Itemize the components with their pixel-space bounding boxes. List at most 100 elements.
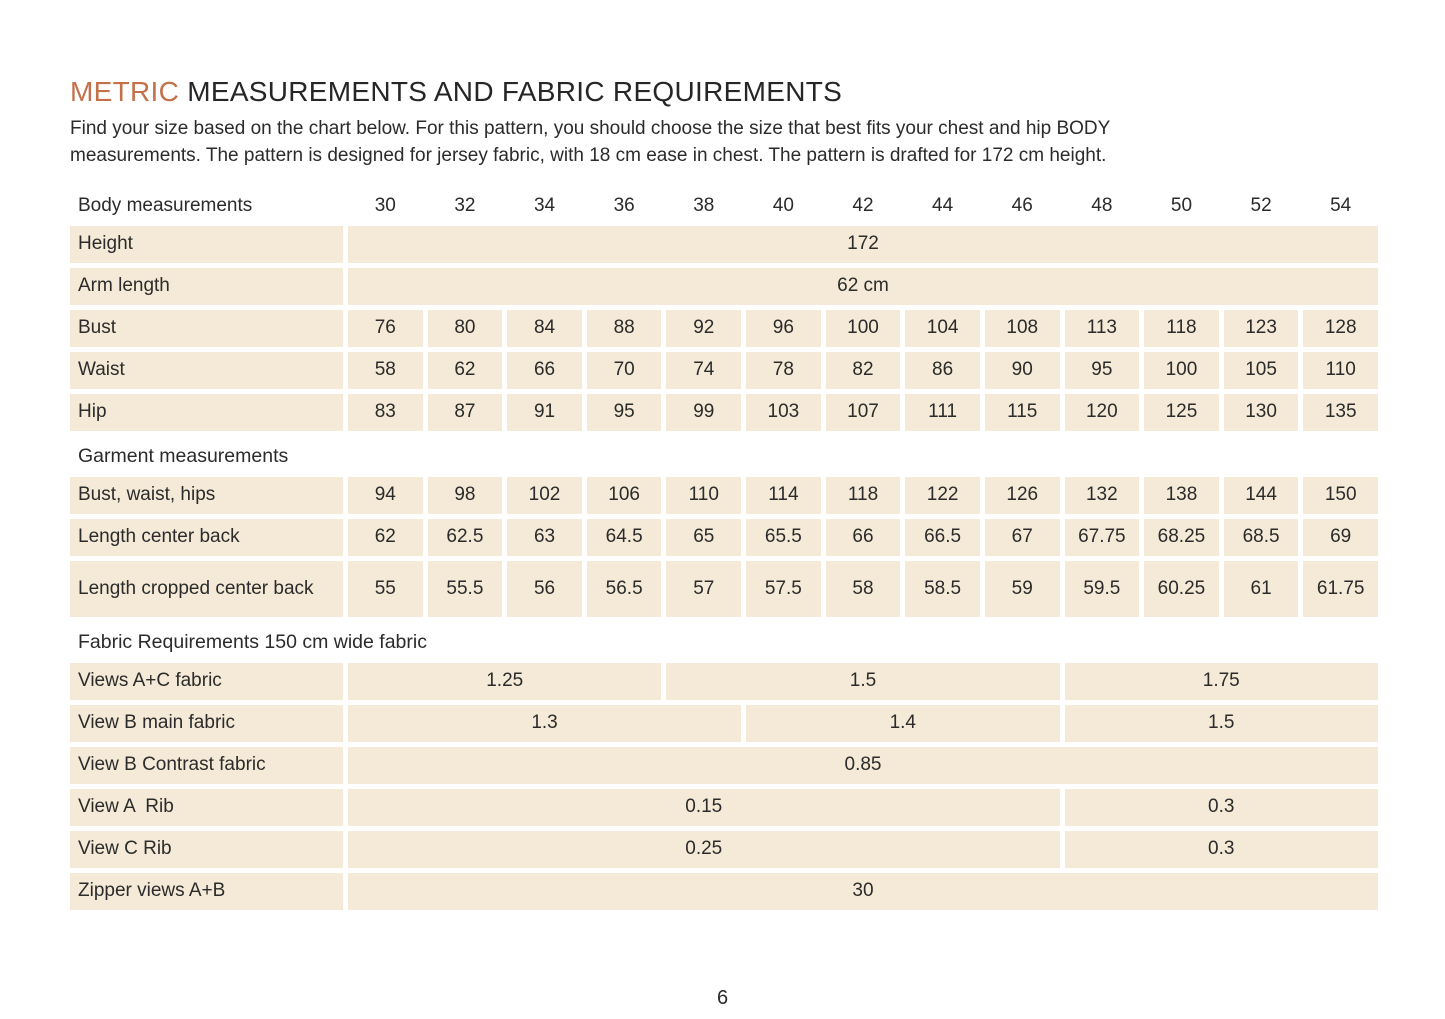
table-cell: 104 (905, 310, 980, 347)
table-cell: 114 (746, 477, 821, 514)
table-cell: 0.25 (348, 831, 1060, 868)
table-cell: 30 (348, 873, 1378, 910)
table-cell: 56 (507, 561, 582, 617)
table-cell: 62.5 (427, 519, 503, 556)
table-cell: 70 (586, 352, 662, 389)
row-label: Bust, waist, hips (70, 477, 343, 514)
table-cell: 107 (825, 394, 901, 431)
table-cell: 118 (1144, 310, 1219, 347)
table-header-row: Body measurements 30 32 34 36 38 40 42 44 46 48 50 5… (70, 191, 1378, 221)
table-row-bust: Bust 76 80 84 88 92 96 100 104 108 113 118 123 128 (70, 310, 1378, 347)
table-cell: 62 (427, 352, 503, 389)
size-column-header: 42 (852, 194, 874, 216)
table-cell: 1.4 (746, 705, 1060, 742)
table-cell: 55.5 (427, 561, 503, 617)
table-cell: 86 (905, 352, 980, 389)
page-title-rest: MEASUREMENTS AND FABRIC REQUIREMENTS (187, 76, 843, 107)
table-cell: 95 (586, 394, 662, 431)
size-column-header: 54 (1330, 194, 1352, 216)
table-cell: 95 (1064, 352, 1140, 389)
table-cell: 62 (348, 519, 423, 556)
size-column-header: 40 (772, 194, 794, 216)
table-cell: 88 (586, 310, 662, 347)
table-cell: 84 (507, 310, 582, 347)
table-cell: 78 (746, 352, 821, 389)
intro-line-2: measurements. The pattern is designed fo… (70, 144, 1107, 166)
table-cell: 67 (984, 519, 1060, 556)
table-cell: 67.75 (1064, 519, 1140, 556)
row-label: Length center back (70, 519, 343, 556)
table-cell: 58.5 (905, 561, 980, 617)
table-cell: 92 (666, 310, 742, 347)
row-label: View A Rib (70, 789, 343, 826)
table-cell: 108 (984, 310, 1060, 347)
table-cell: 130 (1223, 394, 1299, 431)
table-row-view-b-contrast-fabric: View B Contrast fabric 0.85 (70, 747, 1378, 784)
table-cell: 83 (348, 394, 423, 431)
table-cell: 80 (427, 310, 503, 347)
table-cell: 105 (1223, 352, 1299, 389)
row-label: View B main fabric (70, 705, 343, 742)
table-cell: 110 (666, 477, 742, 514)
size-column-header: 30 (374, 194, 396, 216)
table-row-waist: Waist 58 62 66 70 74 78 82 86 90 95 100 105 110 (70, 352, 1378, 389)
table-cell: 61 (1223, 561, 1299, 617)
table-cell: 138 (1144, 477, 1219, 514)
table-row-arm-length: Arm length 62 cm (70, 268, 1378, 305)
table-cell: 0.3 (1064, 789, 1378, 826)
table-cell: 113 (1064, 310, 1140, 347)
table-cell: 0.85 (348, 747, 1378, 784)
table-cell: 135 (1303, 394, 1378, 431)
size-column-header: 32 (454, 194, 476, 216)
table-cell: 91 (507, 394, 582, 431)
size-column-header: 34 (533, 194, 556, 216)
table-cell: 64.5 (586, 519, 662, 556)
measurements-table: Body measurements 30 32 34 36 38 40 42 44 46 48 50 5… (70, 191, 1378, 910)
table-row-views-a-c-fabric: Views A+C fabric 1.25 1.5 1.75 (70, 663, 1378, 700)
table-cell: 59 (984, 561, 1060, 617)
table-cell: 98 (427, 477, 503, 514)
table-row-zipper-views-a-b: Zipper views A+B 30 (70, 873, 1378, 910)
table-cell: 68.5 (1223, 519, 1299, 556)
table-cell: 59.5 (1064, 561, 1140, 617)
table-cell: 100 (1144, 352, 1219, 389)
table-cell: 144 (1223, 477, 1299, 514)
size-column-header: 48 (1091, 194, 1113, 216)
table-cell: 128 (1303, 310, 1378, 347)
table-cell: 120 (1064, 394, 1140, 431)
table-cell: 1.5 (1064, 705, 1378, 742)
table-cell: 65 (666, 519, 742, 556)
row-label: Length cropped center back (70, 561, 343, 617)
table-cell: 66 (507, 352, 582, 389)
page-title: METRIC MEASUREMENTS AND FABRIC REQUIREME… (70, 76, 1378, 108)
table-cell: 125 (1144, 394, 1219, 431)
table-cell: 0.15 (348, 789, 1060, 826)
size-column-header: 38 (693, 194, 715, 216)
size-column-header: 46 (1011, 194, 1033, 216)
table-cell: 110 (1303, 352, 1378, 389)
table-cell: 1.3 (348, 705, 742, 742)
table-cell: 115 (984, 394, 1060, 431)
size-column-header: 44 (932, 194, 954, 216)
table-cell: 118 (825, 477, 901, 514)
row-label: View C Rib (70, 831, 343, 868)
table-cell: 76 (348, 310, 423, 347)
table-cell: 172 (348, 226, 1378, 263)
table-cell: 100 (825, 310, 901, 347)
table-cell: 1.5 (666, 663, 1060, 700)
row-label: Bust (70, 310, 343, 347)
row-label: Views A+C fabric (70, 663, 343, 700)
table-row-length-cropped-center-back: Length cropped center back 55 55.5 56 56.5 57… (70, 561, 1378, 617)
table-cell: 69 (1303, 519, 1378, 556)
table-cell: 66.5 (905, 519, 980, 556)
table-row-length-center-back: Length center back 62 62.5 63 64.5 65 65.5 66 66… (70, 519, 1378, 556)
table-cell: 58 (825, 561, 901, 617)
row-label: Hip (70, 394, 343, 431)
table-cell: 123 (1223, 310, 1299, 347)
table-cell: 63 (507, 519, 582, 556)
table-cell: 103 (746, 394, 821, 431)
table-cell: 122 (905, 477, 980, 514)
section-title-garment-measurements: Garment measurements (78, 445, 289, 467)
table-cell: 56.5 (586, 561, 662, 617)
table-cell: 126 (984, 477, 1060, 514)
